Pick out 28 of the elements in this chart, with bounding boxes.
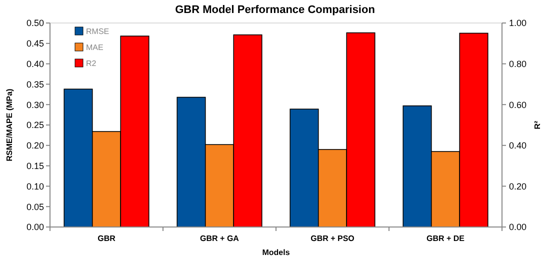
legend-label: MAE bbox=[86, 42, 104, 52]
legend-label: R2 bbox=[86, 58, 97, 68]
x-tick-label: GBR + GA bbox=[200, 234, 240, 243]
y2-axis-title: R² bbox=[533, 120, 542, 130]
y-tick-label: 0.15 bbox=[26, 160, 44, 171]
y-tick-label: 0.50 bbox=[26, 18, 44, 28]
legend-label: RMSE bbox=[86, 26, 110, 36]
x-tick-label: GBR + PSO bbox=[310, 234, 354, 243]
y-axis-title: RSME/MAPE (MPa) bbox=[5, 88, 14, 162]
y-tick-label: 0.25 bbox=[26, 120, 44, 130]
y-tick-label: 0.00 bbox=[26, 222, 44, 232]
y-tick-label: 0.05 bbox=[26, 202, 44, 212]
y-tick-label: 0.40 bbox=[26, 58, 44, 69]
chart-title: GBR Model Performance Comparision bbox=[175, 4, 376, 16]
x-tick-label: GBR + DE bbox=[426, 234, 466, 243]
y2-tick-label: 0.60 bbox=[509, 100, 527, 110]
y-tick-label: 0.45 bbox=[26, 38, 44, 49]
y2-tick-label: 1.00 bbox=[509, 18, 527, 28]
y-tick-label: 0.20 bbox=[26, 140, 44, 151]
y2-tick-label: 0.20 bbox=[509, 181, 527, 192]
y2-tick-label: 0.40 bbox=[509, 140, 527, 151]
y2-tick-label: 0.80 bbox=[509, 58, 527, 69]
x-axis-title: Models bbox=[262, 248, 290, 257]
y2-tick-label: 0.00 bbox=[509, 222, 527, 232]
y-tick-label: 0.30 bbox=[26, 100, 44, 110]
y-tick-label: 0.10 bbox=[26, 181, 44, 192]
x-tick-label: GBR bbox=[98, 234, 116, 243]
y-tick-label: 0.35 bbox=[26, 79, 44, 90]
